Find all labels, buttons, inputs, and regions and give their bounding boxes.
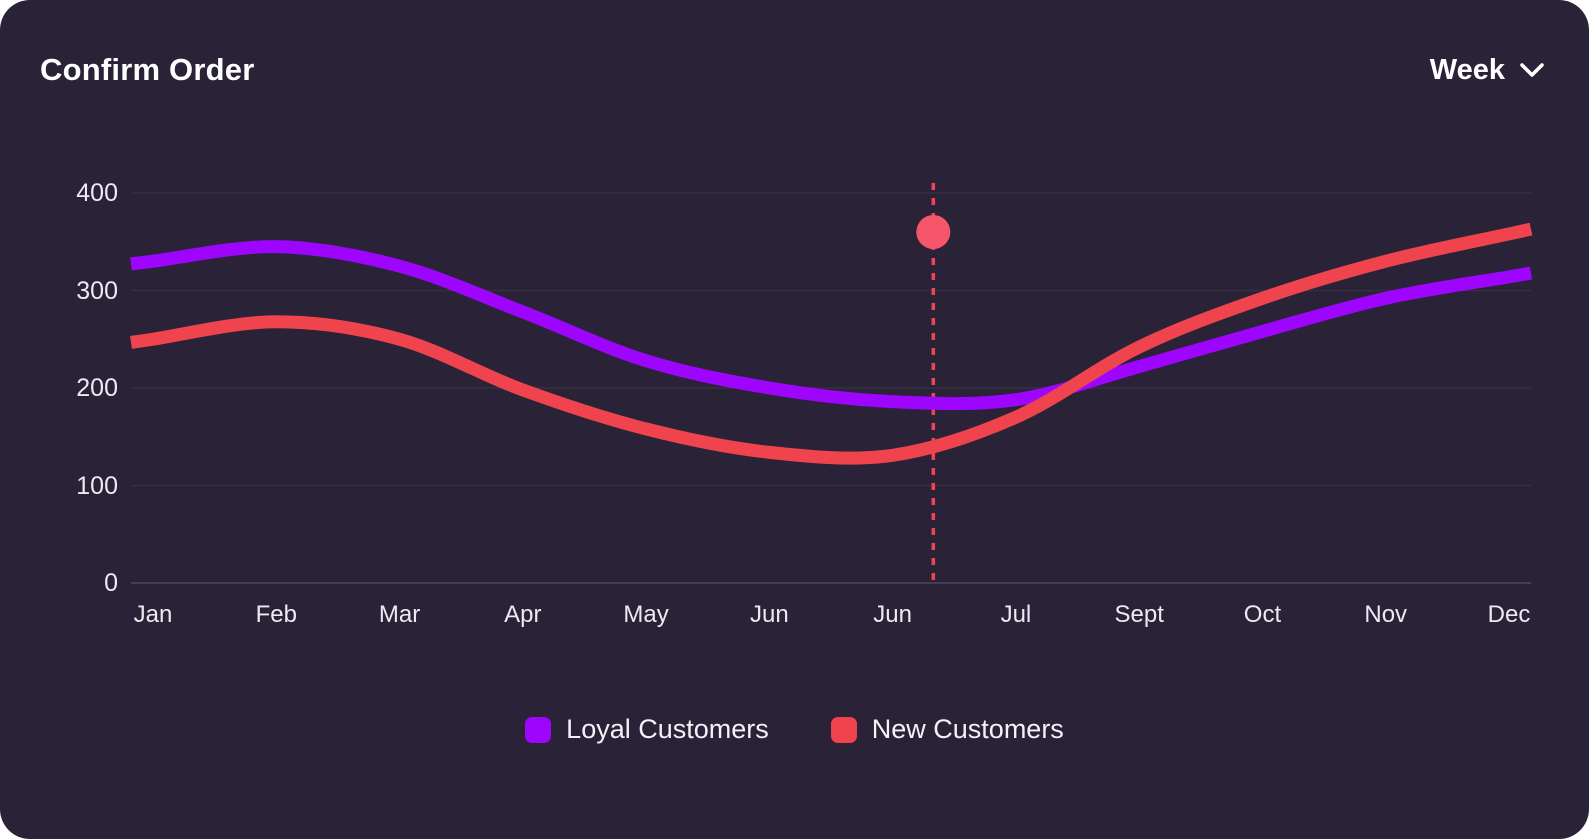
x-tick-label: Mar xyxy=(378,601,421,628)
x-tick-label: Dec xyxy=(1487,601,1531,628)
legend-item-new-customers[interactable]: New Customers xyxy=(830,714,1064,745)
x-tick-label: Jan xyxy=(133,601,173,628)
legend-swatch xyxy=(830,716,857,743)
period-selector[interactable]: Week xyxy=(1430,54,1545,87)
series-line-new-customers xyxy=(130,222,1533,465)
chart-legend: Loyal Customers New Customers xyxy=(0,714,1589,745)
legend-label: Loyal Customers xyxy=(566,714,769,744)
x-tick-label: Jun xyxy=(750,601,789,628)
x-tick-label: Apr xyxy=(504,601,542,628)
x-tick-label: Oct xyxy=(1243,601,1282,628)
y-tick-label: 300 xyxy=(76,276,118,305)
y-tick-label: 200 xyxy=(76,374,118,402)
page-title: Confirm Order xyxy=(40,52,255,87)
annotation-dot xyxy=(916,215,951,249)
x-tick-label: Nov xyxy=(1364,601,1408,628)
x-tick-label: Jun xyxy=(873,601,912,628)
x-tick-label: Jul xyxy=(1000,601,1032,628)
y-tick-label: 400 xyxy=(76,179,118,207)
x-tick-label: May xyxy=(623,601,669,628)
chevron-down-icon xyxy=(1520,63,1544,77)
card-header: Confirm Order Week xyxy=(40,52,1545,88)
y-tick-label: 0 xyxy=(104,569,118,597)
legend-item-loyal-customers[interactable]: Loyal Customers xyxy=(525,714,769,745)
x-tick-label: Feb xyxy=(255,601,297,628)
x-tick-label: Sept xyxy=(1114,601,1164,628)
period-selector-value: Week xyxy=(1429,53,1505,86)
y-tick-label: 100 xyxy=(76,471,118,500)
legend-label: New Customers xyxy=(871,714,1064,744)
legend-swatch xyxy=(525,716,552,743)
series-line-loyal-customers xyxy=(130,240,1533,411)
